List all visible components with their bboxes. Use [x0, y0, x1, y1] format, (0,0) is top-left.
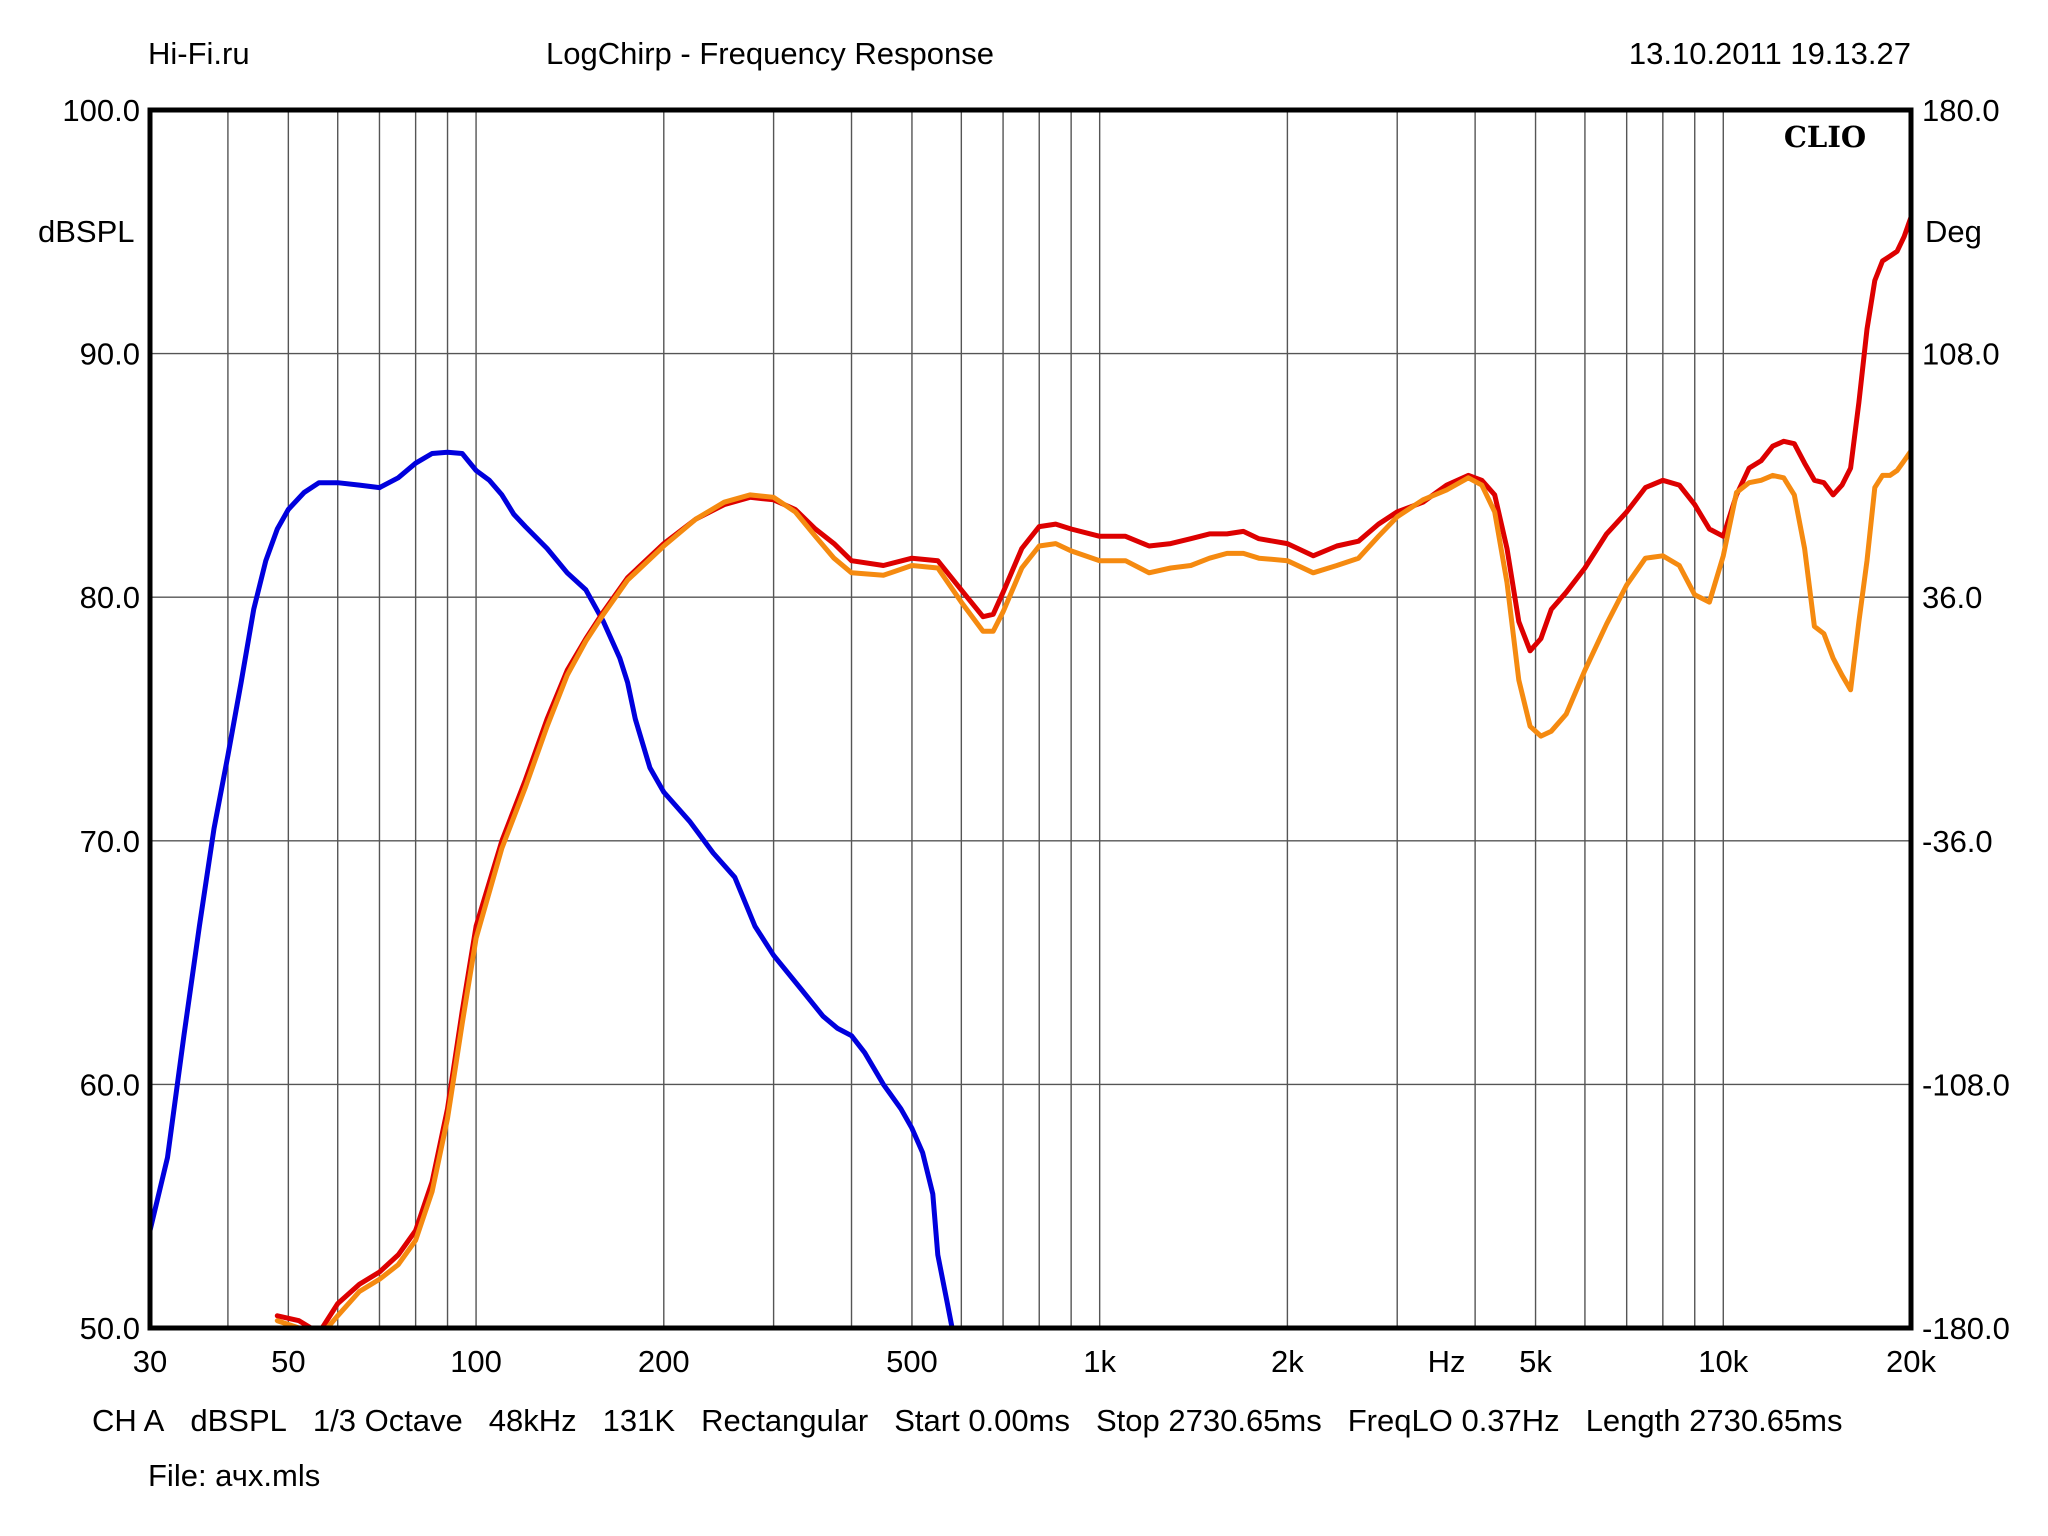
x-axis-label: Hz [1428, 1344, 1466, 1379]
y-axis-label: dBSPL [38, 214, 135, 249]
y-tick-label: 100.0 [62, 93, 140, 128]
measurement-info-item: 131K [602, 1403, 676, 1438]
series-line-3 [274, 448, 1911, 1328]
y2-tick-label: -36.0 [1922, 824, 1993, 859]
x-tick-label: 2k [1271, 1344, 1304, 1379]
x-tick-label: 30 [133, 1344, 167, 1379]
measurement-info: CH A dBSPL 1/3 Octave 48kHz 131K Rectangular S… [92, 1403, 1869, 1439]
y2-tick-label: 180.0 [1922, 93, 2000, 128]
x-tick-label: 50 [271, 1344, 305, 1379]
measurement-info-item: 1/3 Octave [312, 1403, 463, 1438]
x-tick-label: 5k [1519, 1344, 1552, 1379]
file-name: File: ачх.mls [148, 1458, 321, 1493]
clio-brand-label: CLIO [1784, 120, 1866, 154]
x-tick-label: 200 [638, 1344, 690, 1379]
x-tick-label: 1k [1083, 1344, 1116, 1379]
plot-frame [147, 107, 1914, 1331]
measurement-info-item: FreqLO 0.37Hz [1347, 1403, 1560, 1438]
y-tick-label: 50.0 [80, 1311, 140, 1346]
header-source: Hi-Fi.ru [148, 36, 250, 71]
chart-title: LogChirp - Frequency Response [545, 36, 995, 71]
x-tick-label: 100 [450, 1344, 502, 1379]
y-tick-label: 80.0 [80, 580, 140, 615]
measurement-info-item: CH A [92, 1403, 165, 1438]
y2-tick-label: 36.0 [1922, 580, 1982, 615]
measurement-info-item: 48kHz [488, 1403, 577, 1438]
measurement-info-item: Rectangular [701, 1403, 869, 1438]
x-tick-label: 500 [886, 1344, 938, 1379]
series-line-1 [150, 449, 955, 1328]
y-tick-label: 90.0 [80, 337, 140, 372]
y2-tick-label: 108.0 [1922, 337, 2000, 372]
measurement-info-item: Start 0.00ms [894, 1403, 1070, 1438]
measurement-info-item: Length 2730.65ms [1585, 1403, 1843, 1438]
y2-tick-label: -180.0 [1922, 1311, 2010, 1346]
plot-area [150, 110, 1911, 1328]
y-tick-label: 70.0 [80, 824, 140, 859]
x-tick-label: 10k [1698, 1344, 1748, 1379]
measurement-info-item: Stop 2730.65ms [1095, 1403, 1322, 1438]
y2-tick-label: -108.0 [1922, 1067, 2010, 1102]
header-datetime: 13.10.2011 19.13.27 [1628, 36, 1911, 71]
measurement-info-item: dBSPL [190, 1403, 287, 1438]
y-tick-label: 60.0 [80, 1067, 140, 1102]
y2-axis-label: Deg [1925, 214, 1982, 249]
x-tick-label: 20k [1886, 1344, 1936, 1379]
